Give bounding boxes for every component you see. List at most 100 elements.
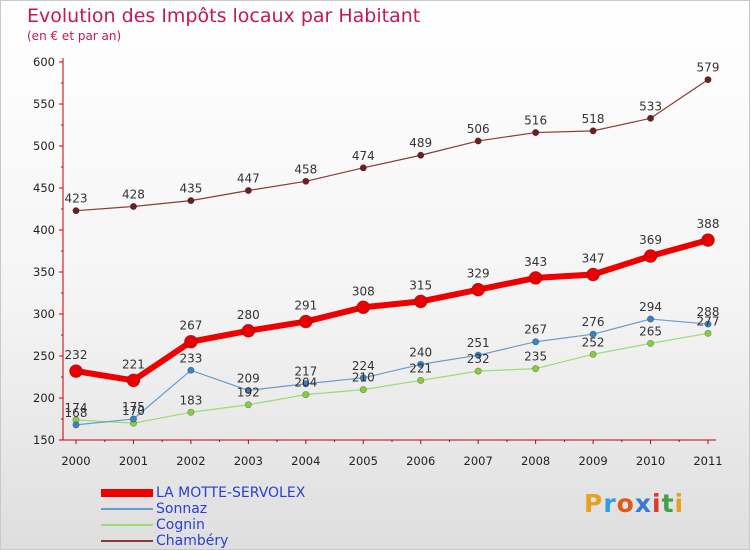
data-point-cognin [474,367,482,375]
data-label-la-motte-servolex: 232 [65,348,88,362]
legend-item-la-motte-servolex: LA MOTTE-SERVOLEX [101,485,361,502]
x-tick-label: 2010 [636,454,665,468]
x-tick-label: 2006 [406,454,435,468]
logo-letter: P [584,489,604,518]
data-label-cognin: 252 [582,335,605,349]
logo-letter: i [652,489,662,518]
data-point-la-motte-servolex [356,300,371,315]
data-label-la-motte-servolex: 388 [697,217,720,231]
data-point-sonnaz [244,386,252,394]
data-label-cognin: 232 [467,352,490,366]
data-point-la-motte-servolex [184,334,198,349]
data-point-la-motte-servolex [241,323,256,338]
data-point-la-motte-servolex [471,282,485,297]
y-tick-label: 600 [33,55,55,69]
data-label-chamb-ry: 489 [409,136,432,150]
data-label-chamb-ry: 428 [122,187,145,201]
logo-letter: r [603,489,617,518]
data-point-sonnaz [647,315,655,323]
data-point-la-motte-servolex [299,314,313,329]
data-point-chamb-ry [589,127,597,135]
data-label-cognin: 170 [122,404,145,418]
data-label-sonnaz: 209 [237,371,260,385]
data-point-la-motte-servolex [701,233,715,247]
data-point-cognin [704,329,712,337]
data-point-sonnaz [532,338,540,346]
x-tick-label: 2003 [234,454,263,468]
data-label-chamb-ry: 516 [524,114,547,128]
data-point-la-motte-servolex [528,271,543,285]
y-tick-label: 550 [33,97,55,111]
data-point-chamb-ry [647,114,655,122]
data-label-cognin: 192 [237,386,260,400]
data-label-chamb-ry: 579 [697,61,720,75]
x-tick-label: 2000 [61,454,90,468]
data-point-chamb-ry [704,76,712,84]
chart-title: Evolution des Impôts locaux par Habitant [27,5,421,27]
data-label-sonnaz: 224 [352,359,375,373]
x-tick-label: 2008 [521,454,550,468]
data-point-chamb-ry [417,151,425,159]
data-point-la-motte-servolex [126,373,141,388]
data-label-la-motte-servolex: 267 [179,319,202,333]
data-point-sonnaz [129,415,137,423]
data-label-sonnaz: 251 [467,336,490,350]
data-point-cognin [589,350,597,358]
data-label-la-motte-servolex: 343 [524,255,547,269]
data-label-chamb-ry: 518 [582,112,605,126]
legend-swatch [101,524,153,526]
data-point-chamb-ry [302,177,310,185]
chart-data-labels: 174 170 183 192 204 210 221 232 235 252 265 277 168 1… [65,61,720,420]
y-tick-label: 500 [33,139,55,153]
data-point-cognin [244,401,252,409]
legend-item-cognin: Cognin [101,517,361,534]
data-label-la-motte-servolex: 369 [639,233,662,247]
data-label-la-motte-servolex: 221 [122,357,145,371]
data-label-cognin: 235 [524,350,547,364]
data-label-chamb-ry: 474 [352,149,375,163]
x-tick-label: 2004 [291,454,320,468]
legend-swatch [101,489,153,497]
data-label-sonnaz: 288 [697,305,720,319]
y-tick-label: 150 [33,433,55,447]
chart-legend: LA MOTTE-SERVOLEX Sonnaz Cognin Chambéry [101,485,361,550]
data-label-la-motte-servolex: 280 [237,308,260,322]
x-tick-label: 2009 [578,454,607,468]
data-point-sonnaz [589,330,597,338]
data-label-sonnaz: 294 [639,300,662,314]
x-tick-label: 2001 [119,454,148,468]
data-point-chamb-ry [532,129,540,137]
data-point-chamb-ry [187,197,195,205]
data-label-la-motte-servolex: 329 [467,267,490,281]
data-point-chamb-ry [72,207,80,215]
series-line-sonnaz [75,318,709,426]
legend-label: LA MOTTE-SERVOLEX [156,485,306,501]
data-label-sonnaz: 276 [582,315,605,329]
chart-axes: 150 200 250 300 350 400 450 500 550 600 2000 2001 20… [33,55,723,468]
data-point-chamb-ry [359,164,367,172]
data-point-la-motte-servolex [643,249,658,263]
data-point-la-motte-servolex [69,364,83,378]
data-point-cognin [647,339,655,347]
y-tick-label: 200 [33,391,55,405]
data-label-chamb-ry: 458 [294,162,317,176]
series-line-chamb-ry [75,79,709,212]
data-point-cognin [187,408,195,416]
logo-letter: x [634,489,652,518]
logo-letter: i [674,489,685,518]
data-label-la-motte-servolex: 315 [409,278,432,292]
y-tick-label: 450 [33,181,55,195]
data-label-sonnaz: 267 [524,323,547,337]
data-label-chamb-ry: 506 [467,122,490,136]
data-point-sonnaz [72,421,80,429]
y-tick-label: 400 [33,223,55,237]
data-point-cognin [417,376,425,384]
data-point-sonnaz [302,380,310,388]
data-label-sonnaz: 217 [294,365,317,379]
proxiti-logo: Proxiti [584,489,684,518]
series-line-cognin [75,332,709,424]
data-point-chamb-ry [474,137,482,145]
chart-series [69,76,715,429]
legend-item-sonnaz: Sonnaz [101,501,361,518]
